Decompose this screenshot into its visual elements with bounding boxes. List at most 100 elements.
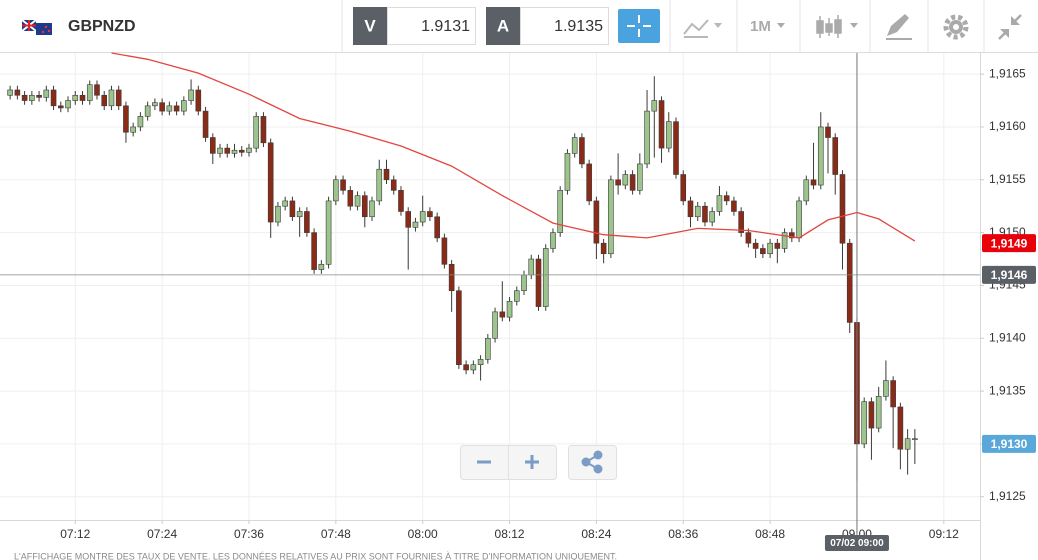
x-tick-label: 08:36 bbox=[668, 527, 698, 541]
share-button[interactable] bbox=[581, 450, 603, 474]
candle-body bbox=[789, 232, 795, 239]
candle-body bbox=[79, 94, 86, 101]
crosshair-icon bbox=[627, 15, 651, 37]
candle-body bbox=[470, 364, 477, 371]
candle-body bbox=[644, 110, 650, 165]
price-label: 1,9149 bbox=[991, 236, 1028, 250]
candle-body bbox=[209, 137, 216, 154]
bid-button[interactable] bbox=[353, 7, 387, 45]
candle-body bbox=[890, 380, 896, 408]
candle-body bbox=[260, 116, 267, 144]
candle-body bbox=[354, 195, 361, 207]
candle-body bbox=[694, 205, 701, 218]
candle-body bbox=[687, 200, 694, 218]
candle-body bbox=[723, 195, 730, 202]
candle-body bbox=[767, 242, 773, 255]
candle-type-button[interactable] bbox=[816, 15, 858, 38]
candle-body bbox=[637, 163, 643, 191]
crosshair-y-label: 1,9146 bbox=[991, 268, 1028, 282]
share-box bbox=[568, 445, 617, 480]
chart-type-button[interactable] bbox=[683, 19, 722, 38]
candle-body bbox=[485, 337, 491, 360]
candle-body bbox=[832, 137, 839, 175]
candle-body bbox=[571, 137, 578, 154]
collapse-button[interactable] bbox=[998, 14, 1022, 40]
candle-body bbox=[202, 110, 209, 138]
candle-body bbox=[369, 200, 375, 218]
candle-body bbox=[159, 102, 165, 112]
timeframe-button[interactable]: 1M bbox=[750, 18, 771, 35]
candle-body bbox=[231, 149, 238, 154]
candle-body bbox=[716, 195, 723, 212]
candle-body bbox=[296, 211, 303, 218]
candle-body bbox=[195, 89, 202, 112]
ask-label: A bbox=[497, 16, 509, 35]
crosshair-y-box bbox=[982, 265, 1036, 284]
candle-body bbox=[600, 242, 607, 255]
y-tick-label: 1,9140 bbox=[989, 330, 1026, 344]
candle-body bbox=[419, 211, 426, 223]
bid-price: 1.9131 bbox=[421, 18, 470, 35]
candle-body bbox=[774, 242, 781, 249]
y-tick-label: 1,9160 bbox=[989, 119, 1026, 133]
moving-average bbox=[111, 52, 916, 242]
candle-body bbox=[238, 149, 245, 153]
candle-body bbox=[868, 401, 875, 429]
candle-body bbox=[738, 211, 744, 233]
candle-body bbox=[463, 364, 469, 371]
candle-body bbox=[542, 248, 549, 307]
candle-body bbox=[629, 174, 636, 191]
candle-body bbox=[817, 126, 824, 186]
ask-price: 1.9135 bbox=[554, 18, 603, 35]
candle-body bbox=[513, 290, 520, 302]
draw-tool-button[interactable] bbox=[886, 14, 912, 40]
ask-button[interactable] bbox=[486, 7, 520, 45]
candle-body bbox=[608, 179, 614, 255]
candle-body bbox=[390, 179, 397, 191]
candle-body bbox=[796, 200, 802, 239]
candle-body bbox=[665, 121, 672, 149]
candle-body bbox=[217, 147, 223, 154]
price-label: 1,9130 bbox=[991, 437, 1028, 451]
crosshair-button[interactable] bbox=[618, 9, 660, 43]
candle-body bbox=[448, 264, 455, 292]
candle-body bbox=[253, 116, 260, 149]
x-tick-label: 07:36 bbox=[234, 527, 264, 541]
candle-body bbox=[29, 94, 35, 101]
candle-body bbox=[615, 179, 621, 186]
toolbar: GBPNZD V 1.9131 A 1.9135 1M bbox=[0, 0, 1038, 53]
x-tick-label: 08:12 bbox=[495, 527, 525, 541]
candle-body bbox=[318, 264, 325, 270]
x-tick-label: 09:12 bbox=[929, 527, 959, 541]
candle-body bbox=[267, 142, 274, 223]
candle-body bbox=[745, 232, 752, 244]
candle-body bbox=[86, 84, 93, 101]
candle-body bbox=[282, 200, 288, 207]
price-label-box bbox=[982, 434, 1036, 453]
price-label-box bbox=[982, 234, 1036, 253]
candle-body bbox=[57, 105, 64, 109]
candle-body bbox=[275, 205, 281, 223]
candle-body bbox=[173, 105, 180, 112]
candle-body bbox=[398, 190, 404, 212]
candle-body bbox=[752, 242, 759, 249]
candle-body bbox=[883, 380, 889, 397]
settings-button[interactable] bbox=[943, 14, 969, 40]
zoom-in-button[interactable] bbox=[525, 455, 539, 469]
candle-body bbox=[550, 232, 556, 249]
y-tick-label: 1,9125 bbox=[989, 489, 1026, 503]
candle-body bbox=[72, 94, 79, 101]
x-tick-label: 07:12 bbox=[60, 527, 90, 541]
candle-body bbox=[137, 116, 144, 128]
candle-body bbox=[7, 89, 13, 96]
candle-body bbox=[492, 311, 498, 339]
bid-label: V bbox=[364, 16, 376, 35]
candle-body bbox=[441, 237, 448, 265]
candle-body bbox=[680, 174, 687, 202]
candle-body bbox=[760, 248, 766, 255]
y-tick-label: 1,9155 bbox=[989, 172, 1026, 186]
candle-body bbox=[65, 100, 71, 109]
candle-body bbox=[839, 174, 846, 244]
zoom-controls bbox=[460, 445, 617, 480]
candle-body bbox=[188, 89, 194, 101]
